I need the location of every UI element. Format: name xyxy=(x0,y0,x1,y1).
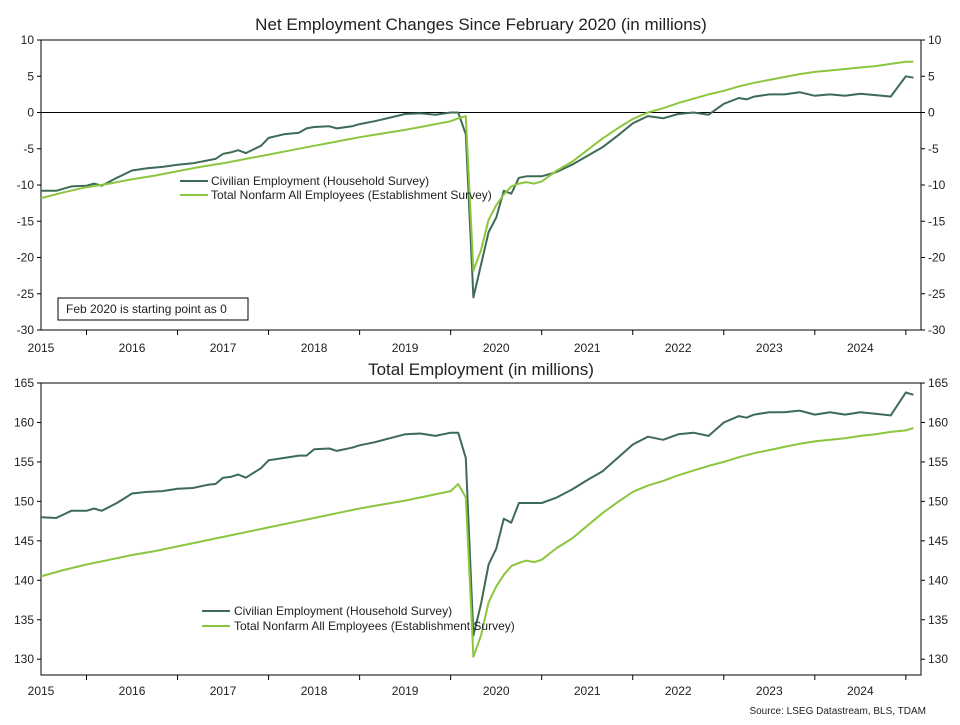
net-employment-right-axis: 10 5 0 -5 -10 -15 -20 -25 -30 xyxy=(921,33,946,337)
x-tick-label: 2017 xyxy=(210,684,237,698)
x-tick-label: 2017 xyxy=(210,341,237,355)
right-tick-label: 145 xyxy=(928,534,948,548)
x-tick-label: 2022 xyxy=(665,684,692,698)
left-tick-label: -10 xyxy=(17,178,35,192)
total-employment-left-axis: 165 160 155 150 145 140 135 130 xyxy=(14,376,41,666)
left-tick-label: -15 xyxy=(17,214,35,228)
source-note: Source: LSEG Datastream, BLS, TDAM xyxy=(749,706,926,717)
right-tick-label: -30 xyxy=(928,323,946,337)
series-line-household xyxy=(40,391,914,637)
left-tick-label: 5 xyxy=(27,69,34,83)
right-tick-label: -5 xyxy=(928,142,939,156)
x-tick-label: 2016 xyxy=(119,684,146,698)
right-tick-label: 140 xyxy=(928,573,948,587)
net-employment-series xyxy=(40,60,914,299)
left-tick-label: -5 xyxy=(23,142,34,156)
net-employment-plot-frame xyxy=(40,39,922,331)
legend-label-establishment: Total Nonfarm All Employees (Establishme… xyxy=(211,188,492,202)
total-employment-series xyxy=(40,391,914,658)
total-employment-panel: Total Employment (in millions) 165 160 155… xyxy=(14,360,948,698)
series-line-establishment xyxy=(40,60,914,272)
x-tick-label: 2024 xyxy=(847,341,874,355)
right-tick-label: -25 xyxy=(928,287,946,301)
left-tick-label: 150 xyxy=(14,494,34,508)
left-tick-label: -25 xyxy=(17,287,35,301)
x-tick-label: 2018 xyxy=(301,341,328,355)
right-tick-label: -10 xyxy=(928,178,946,192)
series-line-household xyxy=(41,75,914,299)
right-tick-label: 160 xyxy=(928,415,948,429)
left-tick-label: -30 xyxy=(17,323,35,337)
series-line-establishment xyxy=(40,427,914,658)
right-tick-label: -20 xyxy=(928,251,946,265)
x-tick-label: 2021 xyxy=(574,684,601,698)
total-employment-x-axis: 2015 2016 2017 2018 2019 2020 2021 2022 2023 2024 xyxy=(28,675,907,698)
right-tick-label: 165 xyxy=(928,376,948,390)
left-tick-label: 10 xyxy=(21,33,35,47)
total-employment-right-axis: 165 160 155 150 145 140 135 130 xyxy=(921,376,948,666)
x-tick-label: 2020 xyxy=(483,684,510,698)
x-tick-label: 2015 xyxy=(28,341,55,355)
total-employment-title: Total Employment (in millions) xyxy=(368,360,594,379)
x-tick-label: 2019 xyxy=(392,684,419,698)
total-employment-plot-frame xyxy=(40,382,922,676)
x-tick-label: 2015 xyxy=(28,684,55,698)
right-tick-label: -15 xyxy=(928,214,946,228)
right-tick-label: 150 xyxy=(928,494,948,508)
right-tick-label: 5 xyxy=(928,69,935,83)
x-tick-label: 2019 xyxy=(392,341,419,355)
left-tick-label: 155 xyxy=(14,455,34,469)
left-tick-label: 165 xyxy=(14,376,34,390)
x-tick-label: 2024 xyxy=(847,684,874,698)
starting-point-note-text: Feb 2020 is starting point as 0 xyxy=(66,302,227,316)
legend-label-household: Civilian Employment (Household Survey) xyxy=(234,604,452,618)
x-tick-label: 2021 xyxy=(574,341,601,355)
net-employment-panel: Net Employment Changes Since February 20… xyxy=(17,15,946,355)
x-tick-label: 2023 xyxy=(756,684,783,698)
right-tick-label: 10 xyxy=(928,33,942,47)
right-tick-label: 0 xyxy=(928,106,935,120)
left-tick-label: 0 xyxy=(27,106,34,120)
net-employment-legend: Civilian Employment (Household Survey) T… xyxy=(180,174,492,202)
starting-point-note-box xyxy=(57,297,249,321)
net-employment-x-axis: 2015 2016 2017 2018 2019 2020 2021 2022 2023 2024 xyxy=(28,330,907,355)
left-tick-label: 130 xyxy=(14,652,34,666)
left-tick-label: 160 xyxy=(14,415,34,429)
net-employment-title: Net Employment Changes Since February 20… xyxy=(255,15,707,34)
right-tick-label: 155 xyxy=(928,455,948,469)
x-tick-label: 2018 xyxy=(301,684,328,698)
right-tick-label: 130 xyxy=(928,652,948,666)
legend-label-household: Civilian Employment (Household Survey) xyxy=(211,174,429,188)
x-tick-label: 2020 xyxy=(483,341,510,355)
left-tick-label: -20 xyxy=(17,251,35,265)
left-tick-label: 135 xyxy=(14,613,34,627)
left-tick-label: 145 xyxy=(14,534,34,548)
right-tick-label: 135 xyxy=(928,613,948,627)
legend-label-establishment: Total Nonfarm All Employees (Establishme… xyxy=(234,619,515,633)
x-tick-label: 2022 xyxy=(665,341,692,355)
left-tick-label: 140 xyxy=(14,573,34,587)
x-tick-label: 2023 xyxy=(756,341,783,355)
total-employment-legend: Civilian Employment (Household Survey) T… xyxy=(202,604,515,633)
x-tick-label: 2016 xyxy=(119,341,146,355)
net-employment-left-axis: 10 5 0 -5 -10 -15 -20 -25 -30 xyxy=(17,33,41,337)
starting-point-note: Feb 2020 is starting point as 0 xyxy=(57,297,249,321)
